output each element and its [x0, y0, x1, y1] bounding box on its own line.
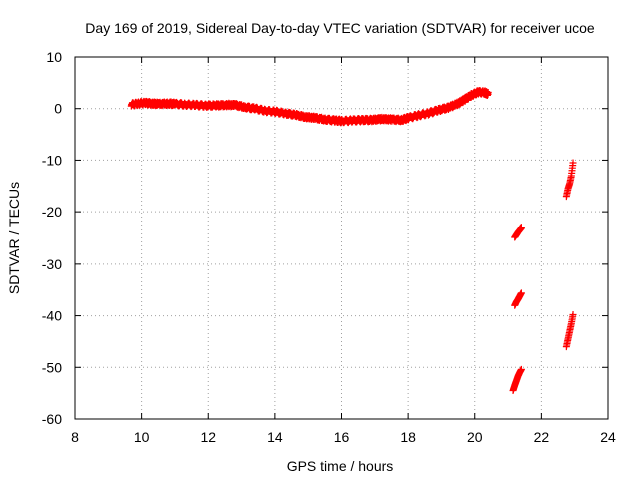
x-tick-label: 16 — [334, 429, 350, 445]
y-tick-label: -10 — [42, 152, 62, 168]
y-axis-label: SDTVAR / TECUs — [6, 182, 22, 294]
series-group — [511, 289, 525, 309]
series-group — [562, 311, 577, 351]
y-tick-label: -50 — [42, 359, 62, 375]
y-tick-label: 10 — [46, 49, 62, 65]
x-tick-label: 24 — [600, 429, 616, 445]
x-tick-label: 12 — [200, 429, 216, 445]
y-tick-label: -30 — [42, 256, 62, 272]
y-tick-label: -40 — [42, 308, 62, 324]
x-axis-label: GPS time / hours — [287, 458, 394, 474]
data-point — [569, 159, 577, 167]
series-group — [509, 365, 525, 395]
y-tick-label: -60 — [42, 411, 62, 427]
chart-title: Day 169 of 2019, Sidereal Day-to-day VTE… — [85, 20, 595, 36]
data-point — [517, 224, 525, 232]
x-tick-label: 20 — [467, 429, 483, 445]
series-group — [562, 159, 577, 201]
data-point — [569, 311, 577, 319]
data-points — [127, 86, 577, 395]
data-point — [484, 90, 492, 98]
series-group — [511, 224, 525, 241]
x-tick-label: 10 — [134, 429, 150, 445]
grid-lines — [75, 57, 608, 419]
data-point — [517, 365, 525, 373]
x-tick-label: 8 — [71, 429, 79, 445]
series-group — [127, 86, 492, 127]
plot-frame — [74, 56, 609, 420]
axis-ticks: 8 10 12 14 16 18 20 22 24 10 0 -10 -20 -30 -40 -50 -60 — [42, 49, 616, 445]
x-tick-label: 22 — [534, 429, 550, 445]
y-tick-label: 0 — [54, 101, 62, 117]
x-tick-label: 14 — [267, 429, 283, 445]
y-tick-label: -20 — [42, 204, 62, 220]
x-tick-label: 18 — [400, 429, 416, 445]
data-point — [517, 289, 525, 297]
